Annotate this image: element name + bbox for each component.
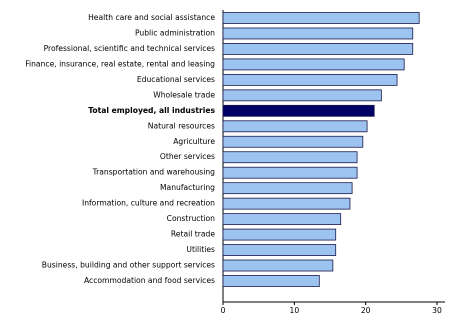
bar [222, 197, 351, 210]
bar [222, 166, 358, 179]
y-tick-label: Professional, scientific and technical s… [44, 44, 215, 53]
bar [222, 58, 405, 71]
x-tick-label: 20 [361, 306, 371, 315]
x-tick-label: 10 [289, 306, 299, 315]
bar [222, 27, 414, 40]
y-tick-label: Construction [167, 214, 216, 223]
y-tick-label: Finance, insurance, real estate, rental … [25, 59, 215, 68]
bar [222, 135, 364, 148]
bar [222, 228, 337, 241]
y-tick-label: Business, building and other support ser… [42, 261, 215, 270]
bar [222, 275, 320, 287]
bar [222, 182, 353, 195]
y-tick-label: Manufacturing [160, 183, 215, 192]
bar [222, 259, 334, 272]
bar [222, 104, 375, 117]
y-tick-label: Agriculture [173, 137, 215, 146]
y-tick-label: Wholesale trade [153, 90, 215, 99]
y-tick-label: Accommodation and food services [84, 276, 215, 285]
bar [222, 151, 358, 164]
bar [222, 213, 342, 226]
x-tick-label: 0 [221, 306, 226, 315]
y-tick-label: Health care and social assistance [88, 13, 215, 22]
bar [222, 12, 420, 24]
y-tick-label: Natural resources [148, 121, 215, 130]
bar [222, 120, 368, 133]
y-tick-label: Utilities [186, 245, 215, 254]
y-tick-label: Other services [160, 152, 215, 161]
y-tick-label: Transportation and warehousing [92, 168, 216, 177]
y-tick-label: Retail trade [171, 230, 215, 239]
bar [222, 89, 382, 102]
y-tick-label: Total employed, all industries [88, 106, 215, 115]
y-tick-label: Educational services [137, 75, 215, 84]
y-tick-label: Information, culture and recreation [82, 199, 215, 208]
bar [222, 43, 414, 55]
y-tick-label: Public administration [135, 28, 215, 37]
bar [222, 73, 398, 86]
x-tick-label: 30 [432, 306, 442, 315]
bar [222, 244, 337, 256]
